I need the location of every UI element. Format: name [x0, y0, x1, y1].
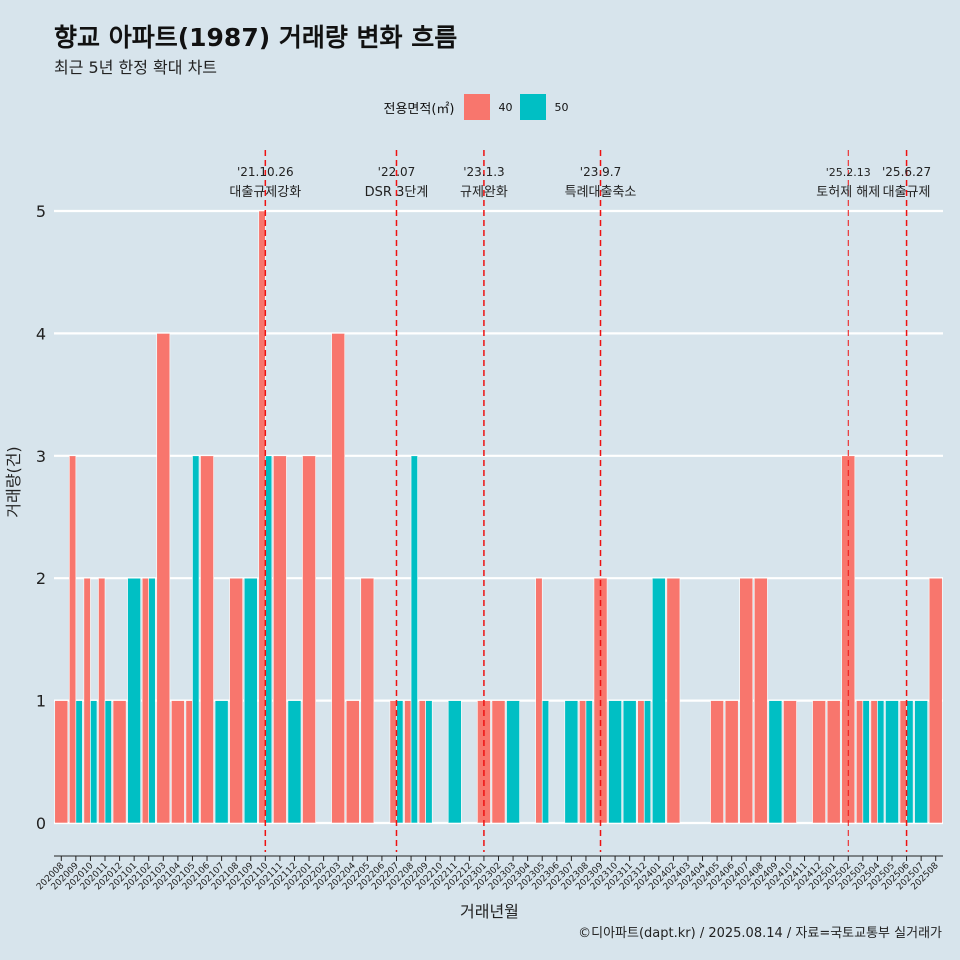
- bar: [404, 700, 412, 824]
- event-date: '25.2.13: [826, 166, 871, 179]
- bar: [906, 700, 914, 824]
- bar: [200, 455, 214, 824]
- x-axis-label: 거래년월: [460, 902, 519, 921]
- legend-label-50: 50: [554, 100, 569, 114]
- bar: [870, 700, 878, 824]
- bar: [812, 700, 826, 824]
- bar: [710, 700, 724, 824]
- bar: [651, 577, 666, 824]
- event-date: '21.10.26: [237, 165, 294, 179]
- bar: [862, 700, 870, 824]
- bar: [171, 700, 185, 824]
- bar: [287, 700, 302, 824]
- bar: [345, 700, 360, 824]
- event-label: 규제완화: [460, 185, 508, 200]
- y-tick-label: 0: [36, 814, 46, 833]
- bar: [899, 700, 907, 824]
- legend-label-40: 40: [498, 100, 513, 114]
- bar: [192, 455, 200, 824]
- bar: [724, 700, 739, 824]
- legend-swatch-50: [520, 94, 547, 120]
- bar: [112, 700, 127, 824]
- bar: [506, 700, 520, 824]
- event-date: '25.6.27: [882, 165, 931, 179]
- bar: [410, 455, 418, 824]
- bar: [83, 577, 91, 824]
- legend: 전용면적(㎡) 40 50: [0, 94, 960, 120]
- y-tick-label: 5: [36, 202, 46, 221]
- bar: [360, 577, 375, 824]
- bar: [229, 577, 244, 824]
- y-tick-label: 1: [36, 692, 46, 711]
- event-label: 대출규제강화: [229, 185, 301, 200]
- bar: [185, 700, 193, 824]
- event-date: '23.9.7: [580, 165, 621, 179]
- bar: [214, 700, 229, 824]
- legend-item-50: 50: [520, 94, 568, 120]
- bar: [418, 700, 426, 824]
- event-label: DSR 3단계: [365, 185, 429, 200]
- y-tick-label: 3: [36, 447, 46, 466]
- y-tick-label: 2: [36, 569, 46, 588]
- bar: [389, 700, 397, 824]
- bar: [156, 333, 171, 824]
- bar: [447, 700, 462, 824]
- bar: [396, 700, 404, 824]
- bar: [331, 333, 346, 824]
- bar: [855, 700, 864, 824]
- legend-item-40: 40: [464, 94, 512, 120]
- bar: [98, 577, 106, 824]
- bar: [127, 577, 142, 824]
- bar: [491, 700, 506, 824]
- event-label: 토허제 해제: [816, 185, 880, 200]
- bar: [104, 700, 112, 824]
- bar: [243, 577, 258, 824]
- event-date: '22.07: [378, 165, 416, 179]
- bar: [608, 700, 622, 824]
- bar: [541, 700, 550, 824]
- bar: [753, 577, 768, 824]
- bar: [90, 700, 98, 824]
- bar: [579, 700, 587, 824]
- source-caption: ©디아파트(dapt.kr) / 2025.08.14 / 자료=국토교통부 실…: [578, 926, 942, 941]
- bar: [141, 577, 150, 824]
- bar: [885, 700, 899, 824]
- bar: [564, 700, 579, 824]
- bar: [54, 700, 69, 824]
- bar: [914, 700, 928, 824]
- bar: [258, 210, 266, 824]
- bar: [75, 700, 83, 824]
- bar: [585, 700, 593, 824]
- y-tick-label: 4: [36, 324, 46, 343]
- bar: [783, 700, 797, 824]
- y-axis-label: 거래량(건): [4, 446, 23, 518]
- event-label: 특례대출축소: [565, 185, 637, 200]
- event-date: '23.1.3: [463, 165, 504, 179]
- bar: [643, 700, 652, 824]
- event-label: 대출규제: [883, 185, 931, 200]
- legend-title: 전용면적(㎡): [383, 101, 455, 117]
- page-title: 향교 아파트(1987) 거래량 변화 흐름: [54, 23, 458, 52]
- bar: [928, 577, 943, 824]
- bar: [265, 455, 273, 824]
- bar: [637, 700, 645, 824]
- bar: [273, 455, 287, 824]
- page-subtitle: 최근 5년 한정 확대 차트: [54, 58, 218, 77]
- bar: [425, 700, 433, 824]
- bar: [666, 577, 681, 824]
- legend-swatch-40: [464, 94, 491, 120]
- bar: [877, 700, 885, 824]
- bar: [826, 700, 841, 824]
- bar: [768, 700, 783, 824]
- bar: [622, 700, 637, 824]
- bar: [69, 455, 77, 824]
- bar: [739, 577, 754, 824]
- bar: [535, 577, 543, 824]
- bar: [148, 577, 156, 824]
- bar: [302, 455, 316, 824]
